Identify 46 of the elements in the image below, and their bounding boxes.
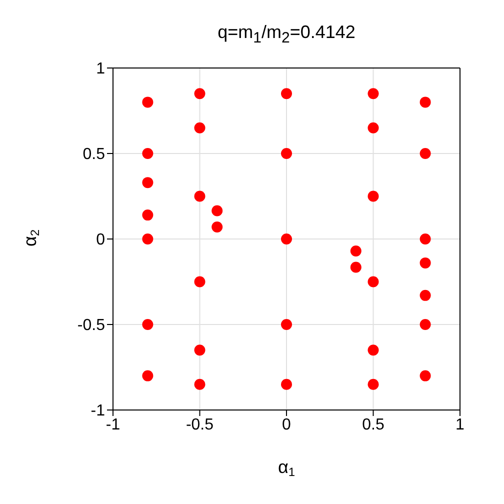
x-tick-label: -0.5 (186, 416, 214, 434)
point (212, 222, 223, 233)
x-tick-label: 0.5 (362, 416, 384, 434)
y-tick-label: -0.5 (77, 317, 106, 334)
point (368, 378, 379, 390)
point (194, 378, 206, 390)
point (420, 290, 431, 301)
point (420, 148, 431, 159)
point (420, 234, 431, 244)
point (281, 378, 292, 390)
point (281, 234, 292, 244)
point (142, 234, 154, 244)
point (142, 210, 154, 221)
point (194, 276, 206, 288)
point (368, 344, 379, 356)
point (420, 96, 431, 108)
point (142, 177, 154, 188)
point (142, 148, 154, 159)
y-tick-label: 0.5 (82, 146, 106, 164)
point (281, 148, 292, 159)
x-tick-label: 0 (282, 416, 292, 434)
y-tick-label: 1 (96, 60, 106, 78)
point (368, 88, 379, 100)
point (212, 205, 223, 216)
point (420, 319, 431, 330)
point (281, 319, 292, 330)
y-tick-label: 0 (96, 232, 106, 249)
point (194, 344, 206, 356)
y-tick-label: -1 (90, 402, 106, 420)
x-tick-label: 1 (456, 416, 465, 434)
point (194, 88, 206, 100)
point (420, 370, 431, 382)
point (142, 96, 154, 108)
point (368, 122, 379, 134)
point (420, 257, 431, 268)
point (142, 319, 154, 330)
point (194, 122, 206, 134)
point (194, 190, 206, 202)
point (281, 88, 292, 100)
point (350, 245, 362, 256)
point (368, 276, 379, 288)
point (142, 370, 154, 382)
point (368, 190, 379, 202)
x-axis-title: α$_{1}$ (278, 457, 296, 479)
chart-title: q=m$_{1}$/m$_{2}$=0.4142 (216, 22, 356, 47)
point (350, 262, 362, 273)
